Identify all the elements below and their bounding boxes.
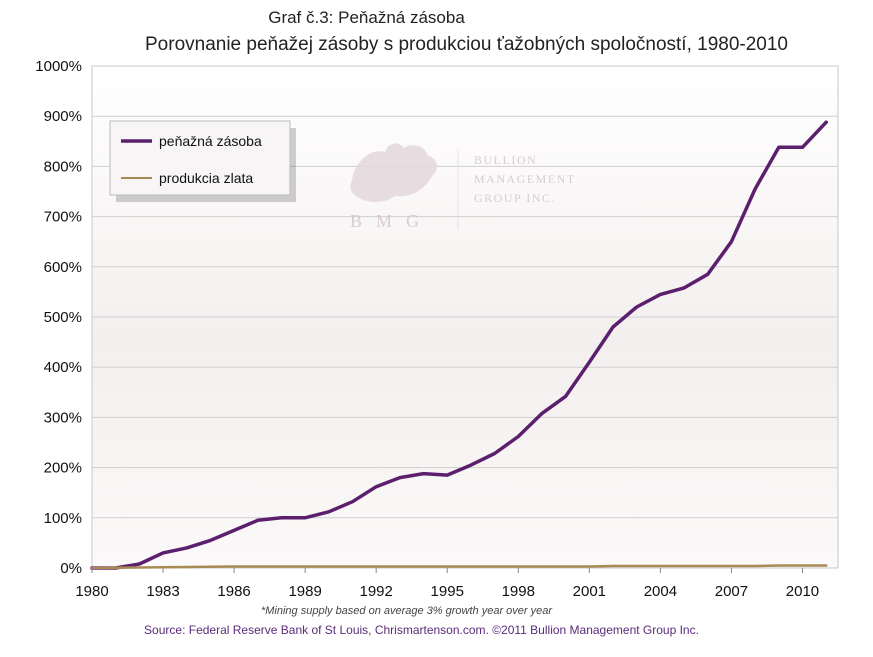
x-tick-label: 1995 [431, 583, 464, 600]
x-tick-label: 1998 [502, 583, 535, 600]
y-tick-label: 300% [44, 409, 82, 426]
y-tick-label: 700% [44, 209, 82, 226]
footnote: *Mining supply based on average 3% growt… [260, 605, 553, 617]
x-tick-label: 2007 [715, 583, 748, 600]
x-tick-label: 2010 [786, 583, 819, 600]
x-tick-label: 1986 [217, 583, 250, 600]
y-tick-label: 100% [44, 510, 82, 527]
series-line-money-supply [90, 120, 828, 570]
x-tick-label: 2004 [644, 583, 677, 600]
y-tick-label: 800% [44, 158, 82, 175]
x-tick-label: 1989 [288, 583, 321, 600]
watermark-line-2: MANAGEMENT [474, 172, 576, 186]
y-tick-label: 600% [44, 259, 82, 276]
legend-label-gold-production: produkcia zlata [159, 170, 253, 186]
y-tick-label: 900% [44, 108, 82, 125]
chart-subtitle: Porovnanie peňažej zásoby s produkciou ť… [145, 34, 788, 55]
x-tick-label: 1992 [360, 583, 393, 600]
watermark: BMG BULLION MANAGEMENT GROUP INC. [350, 143, 576, 231]
y-tick-label: 1000% [35, 58, 82, 75]
y-axis-ticks: 0% 100% 200% 300% 400% 500% 600% 700% 800% 900% 10… [35, 58, 82, 577]
griffin-logo-icon [350, 143, 437, 202]
y-tick-label: 500% [44, 309, 82, 326]
legend: peňažná zásoba produkcia zlata [109, 120, 296, 202]
y-tick-label: 200% [44, 460, 82, 477]
x-tick-label: 1980 [75, 583, 108, 600]
y-tick-label: 0% [60, 560, 82, 577]
watermark-line-3: GROUP INC. [474, 191, 556, 205]
watermark-line-1: BULLION [474, 153, 537, 167]
source-note: Source: Federal Reserve Bank of St Louis… [144, 623, 699, 637]
legend-label-money-supply: peňažná zásoba [159, 133, 262, 149]
chart-title: Graf č.3: Peňažná zásoba [268, 8, 465, 27]
series-lines [90, 120, 828, 570]
watermark-initials: BMG [350, 211, 433, 231]
y-tick-label: 400% [44, 359, 82, 376]
x-tick-label: 1983 [146, 583, 179, 600]
x-axis-ticks: 1980 1983 1986 1989 1992 1995 1998 2001 2004 2007… [75, 568, 819, 600]
x-tick-label: 2001 [573, 583, 606, 600]
series-line-gold-production [90, 564, 828, 570]
